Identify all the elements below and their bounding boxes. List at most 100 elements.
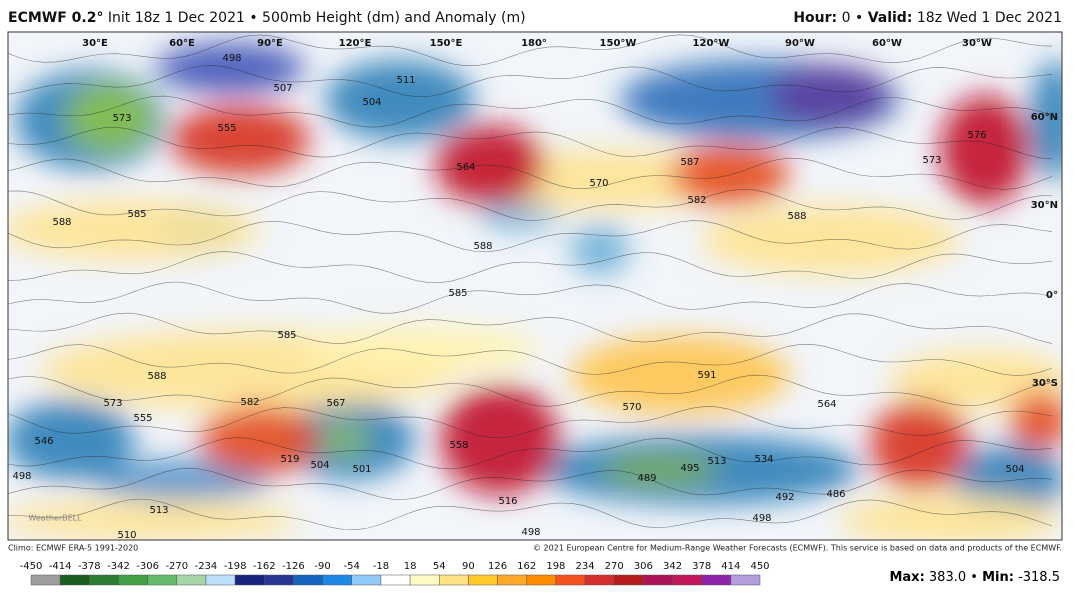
colorbar-swatch [730,574,761,586]
colorbar-swatch [526,574,557,586]
valid: 18z Wed 1 Dec 2021 [917,10,1062,26]
colorbar-tick-label: 306 [634,561,653,572]
contour-label: 498 [222,53,241,64]
colorbar-tick-label: 270 [605,561,624,572]
anomaly-blob [840,495,1060,540]
longitude-label: 150°E [430,38,463,49]
anomaly-blob [320,425,370,455]
longitude-label: 90°E [257,38,283,49]
contour-label: 588 [147,371,166,382]
colorbar-tick-label: -126 [282,561,305,572]
contour-label: 498 [12,471,31,482]
contour-label: 519 [280,454,299,465]
watermark: WeatherBELL [28,514,82,523]
longitude-label: 150°W [600,38,637,49]
contour-line [8,188,1053,221]
contour-label: 587 [680,157,699,168]
contour-label: 504 [310,460,329,471]
anomaly-blob [170,105,310,175]
anomaly-blob [8,400,135,480]
contour-line [8,437,1053,470]
contour-label: 564 [817,399,836,410]
contour-label: 576 [967,130,986,141]
contour-label: 573 [103,398,122,409]
contour-label: 495 [680,463,699,474]
contour-label: 504 [362,97,381,108]
longitude-label: 180° [521,38,547,49]
longitude-label: 30°W [962,38,992,49]
contour-label: 534 [754,454,773,465]
anomaly-blob [890,350,1062,410]
contour-line [8,157,1053,190]
contours [8,34,1053,531]
description: Init 18z 1 Dec 2021 • 500mb Height (dm) … [108,10,526,26]
contour-label: 555 [133,413,152,424]
colorbar-tick-label: 18 [404,561,417,572]
anomaly-blob [440,385,560,495]
colorbar-swatch [176,574,207,586]
hour-label: Hour: [793,10,837,26]
climo: Climo: ECMWF ERA-5 1991-2020 [8,544,138,553]
anomaly-blob [570,225,630,275]
contour-label: 582 [240,397,259,408]
anomaly-blob [480,200,560,230]
colorbar-tick-label: -90 [314,561,330,572]
colorbar-tick-label: -450 [20,561,43,572]
colorbar-swatch [264,574,294,586]
colorbar-swatch [613,574,644,586]
colorbar-tick-label: -414 [49,561,72,572]
map-frame [7,31,1063,541]
longitude-label: 30°E [82,38,108,49]
contour-label: 513 [707,456,726,467]
max-min: Max: 383.0 • Min: -318.5 [889,570,1060,585]
latitude-label: 30°S [1032,378,1058,389]
min: -318.5 [1018,570,1060,585]
contour-label: 567 [326,398,345,409]
contour-label: 558 [449,440,468,451]
anomaly-blob [700,205,960,275]
contour-label: 507 [273,83,292,94]
anomaly-blob [770,65,890,125]
colorbar-swatch [497,574,527,586]
contour-label: 573 [112,113,131,124]
colorbar-tick-label: 234 [575,561,594,572]
contour-label: 585 [448,288,467,299]
contour-label: 511 [396,75,415,86]
longitude-label: 120°W [693,38,730,49]
colorbar-swatch [118,574,148,586]
colorbar-swatch [701,574,732,586]
copyright: © 2021 European Centre for Medium-Range … [533,544,1062,553]
colorbar-swatch [234,574,265,586]
contour-label: 504 [1005,464,1024,475]
contour-line [8,374,1053,407]
valid-time: Hour: 0 • Valid: 18z Wed 1 Dec 2021 [793,10,1062,26]
contour-label: 489 [637,473,656,484]
contour-label: 588 [473,241,492,252]
colorbar-tick-label: 414 [721,561,740,572]
contour-label: 546 [34,436,53,447]
title: ECMWF 0.2° Init 18z 1 Dec 2021 • 500mb H… [8,10,526,26]
colorbar-swatch [380,574,411,586]
contour-label: 501 [352,464,371,475]
contour-label: 498 [521,527,540,538]
colorbar-swatch [205,574,236,586]
colorbar-tick-label: -306 [136,561,159,572]
anomaly-blob [65,83,155,153]
colorbar-tick-label: 198 [546,561,565,572]
colorbar-swatch [468,574,498,586]
contour-label: 585 [127,209,146,220]
separator: • [970,570,978,585]
labels: 30°E 60°E 90°E 120°E 150°E 180° 150°W 120°W 90°W… [12,38,1058,540]
colorbar-tick-label: -342 [107,561,130,572]
colorbar-swatch [59,574,90,586]
colorbar-tick-label: 126 [488,561,507,572]
colorbar-tick-label: -234 [195,561,218,572]
colorbar-tick-label: -270 [165,561,188,572]
max-label: Max: [889,570,924,585]
anomaly-blob [8,500,300,540]
contour-label: 570 [622,402,641,413]
colorbar-tick-label: 90 [462,561,475,572]
anomaly-blob [1030,60,1062,180]
colorbar-tick-label: -378 [78,561,101,572]
colorbar: -450 -414 -378 -342 -306 -270 -234 -198 -162 -126… [20,561,770,586]
